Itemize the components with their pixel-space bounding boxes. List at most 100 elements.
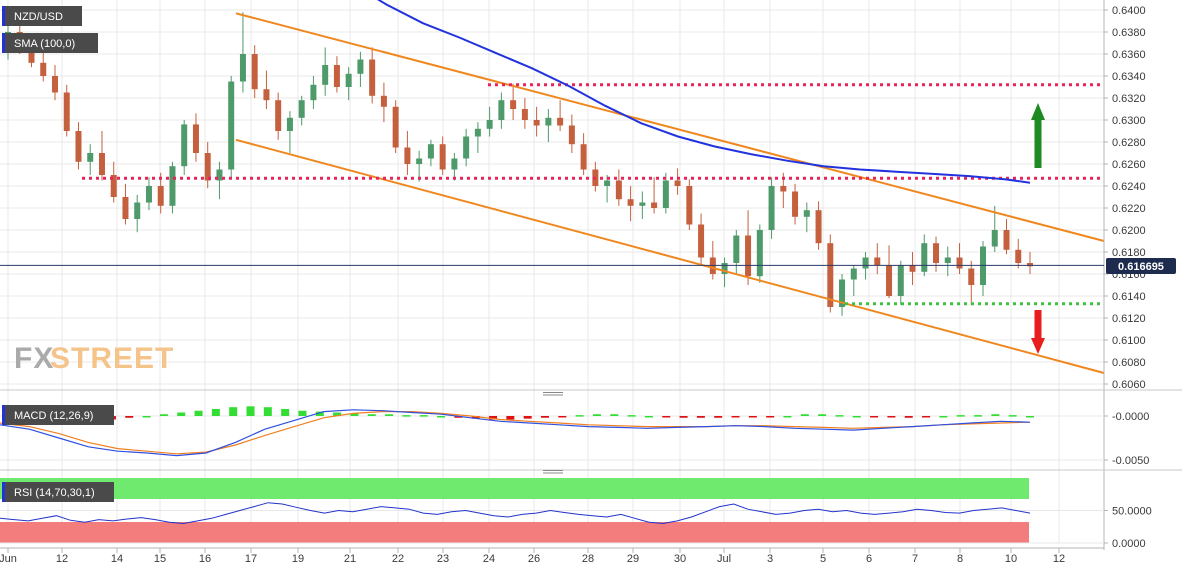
- macd-hist-bar: [350, 413, 359, 416]
- macd-hist-bar: [870, 416, 879, 418]
- candle: [944, 246, 951, 277]
- sma-label[interactable]: SMA (100,0): [2, 33, 98, 53]
- macd-hist-bar: [991, 414, 1000, 416]
- macd-hist-bar: [229, 407, 238, 416]
- time-axis[interactable]: Jun 12 14 15 16 17 19 21 22 23 24 26 28 29 30 Jul 3 5 6 7 8 1…: [0, 548, 1065, 565]
- overlays-group: [82, 0, 1105, 374]
- price-tick-label: 0.6200: [1112, 225, 1146, 237]
- time-tick-label: 14: [111, 553, 123, 565]
- macd-axis[interactable]: -0.0000 -0.0050: [1104, 411, 1149, 467]
- macd-hist-bar: [627, 415, 636, 417]
- rsi-lines: [0, 502, 1031, 525]
- candle: [533, 106, 540, 137]
- candle: [322, 47, 329, 96]
- candle-body: [134, 202, 141, 219]
- rsi-tick-label: 50.0000: [1112, 506, 1152, 518]
- macd-label[interactable]: MACD (12,26,9): [2, 405, 114, 425]
- macd-hist-bar: [818, 414, 827, 416]
- candle-body: [944, 257, 951, 263]
- candle: [263, 70, 270, 109]
- macd-hist-bar: [437, 416, 446, 418]
- time-tick-label: 24: [483, 553, 495, 565]
- candle-body: [298, 100, 305, 118]
- candle: [380, 82, 387, 123]
- resize-handle-1[interactable]: [543, 392, 563, 396]
- candle-body: [568, 125, 575, 145]
- candle-body: [145, 186, 152, 203]
- time-tick-label: 29: [627, 553, 639, 565]
- price-tick-label: 0.6140: [1112, 291, 1146, 303]
- candle: [451, 153, 458, 181]
- macd-hist-bar: [489, 416, 498, 420]
- time-tick-label: 3: [767, 553, 773, 565]
- candle-body: [474, 128, 481, 137]
- macd-hist-bar: [714, 416, 723, 418]
- candle: [427, 139, 434, 167]
- time-tick-label: 10: [1005, 553, 1017, 565]
- candle: [310, 76, 317, 109]
- price-tick-label: 0.6280: [1112, 137, 1146, 149]
- rsi-axis[interactable]: 50.0000 0.0000: [1104, 506, 1152, 551]
- candle: [275, 92, 282, 140]
- candle: [145, 177, 152, 211]
- time-tick-label: 22: [392, 553, 404, 565]
- macd-tick-label: -0.0000: [1112, 411, 1149, 423]
- candle-body: [827, 243, 834, 307]
- candle: [51, 65, 58, 101]
- price-tick-label: 0.6360: [1112, 49, 1146, 61]
- symbol-label[interactable]: NZD/USD: [2, 6, 82, 26]
- time-tick-label: 16: [199, 553, 211, 565]
- candle-body: [921, 243, 928, 272]
- macd-hist-bar: [246, 406, 255, 416]
- candle: [956, 243, 963, 274]
- candle: [333, 56, 340, 93]
- macd-hist-bar: [904, 416, 913, 418]
- candle: [498, 92, 505, 129]
- candle: [416, 150, 423, 182]
- macd-hist-bar: [644, 416, 653, 418]
- candle: [968, 260, 975, 305]
- candle: [392, 100, 399, 153]
- rsi-overbought-zone: [0, 478, 1029, 499]
- candle-body: [733, 235, 740, 263]
- candle-body: [427, 144, 434, 159]
- time-tick-label: 28: [582, 553, 594, 565]
- candle-body: [87, 153, 94, 162]
- macd-lines: [0, 409, 1031, 457]
- candle-body: [439, 144, 446, 170]
- candle: [181, 120, 188, 175]
- resize-handle-2[interactable]: [543, 470, 563, 474]
- macd-hist-bar: [575, 415, 584, 417]
- candle-body: [545, 117, 552, 126]
- time-tick-label: 12: [56, 553, 68, 565]
- macd-hist-bar: [471, 416, 480, 419]
- rsi-label-text: RSI (14,70,30,1): [14, 487, 95, 499]
- channel-upper-line: [235, 12, 1105, 242]
- macd-hist-bar: [1008, 415, 1017, 417]
- candle: [897, 260, 904, 305]
- price-tick-label: 0.6380: [1112, 27, 1146, 39]
- candle-body: [533, 120, 540, 126]
- candle: [698, 213, 705, 266]
- candle-body: [369, 59, 376, 96]
- candle-body: [63, 92, 70, 131]
- candle: [568, 114, 575, 153]
- candle: [839, 274, 846, 316]
- candle: [686, 179, 693, 230]
- rsi-label[interactable]: RSI (14,70,30,1): [2, 482, 114, 502]
- candle: [886, 245, 893, 299]
- price-axis[interactable]: 0.6400 0.6380 0.6360 0.6340 0.6320 0.6300 0.62…: [1104, 5, 1146, 391]
- candle-body: [698, 224, 705, 258]
- candle-body: [157, 186, 164, 206]
- candle: [510, 83, 517, 120]
- candle-body: [122, 197, 129, 219]
- macd-hist-bar: [662, 416, 671, 418]
- price-tick-label: 0.6340: [1112, 71, 1146, 83]
- candle: [298, 95, 305, 126]
- macd-hist-bar: [159, 414, 168, 416]
- macd-hist-bar: [974, 415, 983, 417]
- macd-hist-bar: [333, 412, 342, 416]
- rsi-line: [0, 502, 1031, 525]
